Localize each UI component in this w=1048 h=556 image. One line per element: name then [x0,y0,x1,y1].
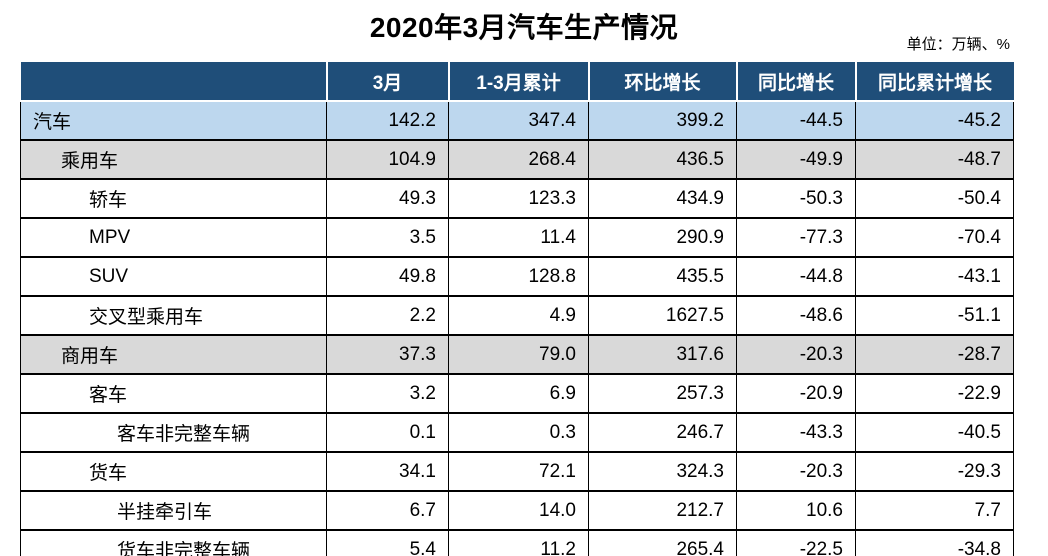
production-table: 3月 1-3月累计 环比增长 同比增长 同比累计增长 汽车 142.2 347.4 3… [20,62,1014,556]
cell-value: 3.5 [326,217,449,258]
cell-value: 434.9 [588,178,737,219]
column-header-mom-growth: 环比增长 [588,62,738,102]
column-header-cumulative: 1-3月累计 [448,62,590,102]
column-header-march: 3月 [326,62,450,102]
cell-value: 79.0 [448,334,589,375]
table-row: 半挂牵引车 6.7 14.0 212.7 10.6 7.7 [20,490,1014,531]
row-label: 客车 [20,373,327,414]
row-label: 轿车 [20,178,327,219]
cell-value: 324.3 [588,451,737,492]
table-row: 客车 3.2 6.9 257.3 -20.9 -22.9 [20,373,1014,414]
table-row: 交叉型乘用车 2.2 4.9 1627.5 -48.6 -51.1 [20,295,1014,336]
cell-value: -48.6 [736,295,856,336]
cell-value: 317.6 [588,334,737,375]
table-row: 货车 34.1 72.1 324.3 -20.3 -29.3 [20,451,1014,492]
row-label: 交叉型乘用车 [20,295,327,336]
cell-value: -43.1 [855,256,1014,297]
cell-value: 104.9 [326,139,449,180]
cell-value: 11.4 [448,217,589,258]
column-header-yoy-cum-growth: 同比累计增长 [855,62,1014,102]
row-label: 商用车 [20,334,327,375]
cell-value: 5.4 [326,529,449,556]
cell-value: -70.4 [855,217,1014,258]
cell-value: 72.1 [448,451,589,492]
cell-value: -20.3 [736,334,856,375]
cell-value: 246.7 [588,412,737,453]
cell-value: 347.4 [448,100,589,141]
cell-value: 6.9 [448,373,589,414]
table-row: 乘用车 104.9 268.4 436.5 -49.9 -48.7 [20,139,1014,180]
table-row: 货车非完整车辆 5.4 11.2 265.4 -22.5 -34.8 [20,529,1014,556]
row-label: 货车 [20,451,327,492]
table-row: 轿车 49.3 123.3 434.9 -50.3 -50.4 [20,178,1014,219]
cell-value: 212.7 [588,490,737,531]
cell-value: 128.8 [448,256,589,297]
row-label: 乘用车 [20,139,327,180]
row-label: MPV [20,217,327,258]
cell-value: 142.2 [326,100,449,141]
cell-value: -50.3 [736,178,856,219]
cell-value: 0.3 [448,412,589,453]
column-header-category [20,62,328,102]
cell-value: 0.1 [326,412,449,453]
cell-value: 435.5 [588,256,737,297]
table-row: 客车非完整车辆 0.1 0.3 246.7 -43.3 -40.5 [20,412,1014,453]
cell-value: -77.3 [736,217,856,258]
table-row: MPV 3.5 11.4 290.9 -77.3 -70.4 [20,217,1014,258]
cell-value: -40.5 [855,412,1014,453]
cell-value: -51.1 [855,295,1014,336]
cell-value: 49.8 [326,256,449,297]
unit-note: 单位：万辆、% [906,36,1010,53]
cell-value: -50.4 [855,178,1014,219]
cell-value: 257.3 [588,373,737,414]
cell-value: -34.8 [855,529,1014,556]
row-label: 客车非完整车辆 [20,412,327,453]
cell-value: -44.8 [736,256,856,297]
cell-value: -49.9 [736,139,856,180]
cell-value: -28.7 [855,334,1014,375]
table-row: 商用车 37.3 79.0 317.6 -20.3 -28.7 [20,334,1014,375]
cell-value: 268.4 [448,139,589,180]
cell-value: 4.9 [448,295,589,336]
cell-value: 1627.5 [588,295,737,336]
cell-value: 436.5 [588,139,737,180]
row-label: 货车非完整车辆 [20,529,327,556]
row-label: 半挂牵引车 [20,490,327,531]
table-header-row: 3月 1-3月累计 环比增长 同比增长 同比累计增长 [20,62,1014,102]
row-label: 汽车 [20,100,327,141]
cell-value: -48.7 [855,139,1014,180]
cell-value: -43.3 [736,412,856,453]
cell-value: -44.5 [736,100,856,141]
cell-value: 14.0 [448,490,589,531]
cell-value: 49.3 [326,178,449,219]
cell-value: 37.3 [326,334,449,375]
cell-value: -22.5 [736,529,856,556]
cell-value: -20.9 [736,373,856,414]
cell-value: 265.4 [588,529,737,556]
cell-value: 6.7 [326,490,449,531]
cell-value: 123.3 [448,178,589,219]
cell-value: -45.2 [855,100,1014,141]
cell-value: 11.2 [448,529,589,556]
cell-value: -20.3 [736,451,856,492]
table-row: SUV 49.8 128.8 435.5 -44.8 -43.1 [20,256,1014,297]
cell-value: -29.3 [855,451,1014,492]
cell-value: 2.2 [326,295,449,336]
cell-value: 34.1 [326,451,449,492]
row-label: SUV [20,256,327,297]
cell-value: -22.9 [855,373,1014,414]
table-row: 汽车 142.2 347.4 399.2 -44.5 -45.2 [20,100,1014,141]
page-title: 2020年3月汽车生产情况 [369,12,679,43]
cell-value: 399.2 [588,100,737,141]
cell-value: 10.6 [736,490,856,531]
column-header-yoy-growth: 同比增长 [736,62,857,102]
cell-value: 7.7 [855,490,1014,531]
cell-value: 290.9 [588,217,737,258]
cell-value: 3.2 [326,373,449,414]
